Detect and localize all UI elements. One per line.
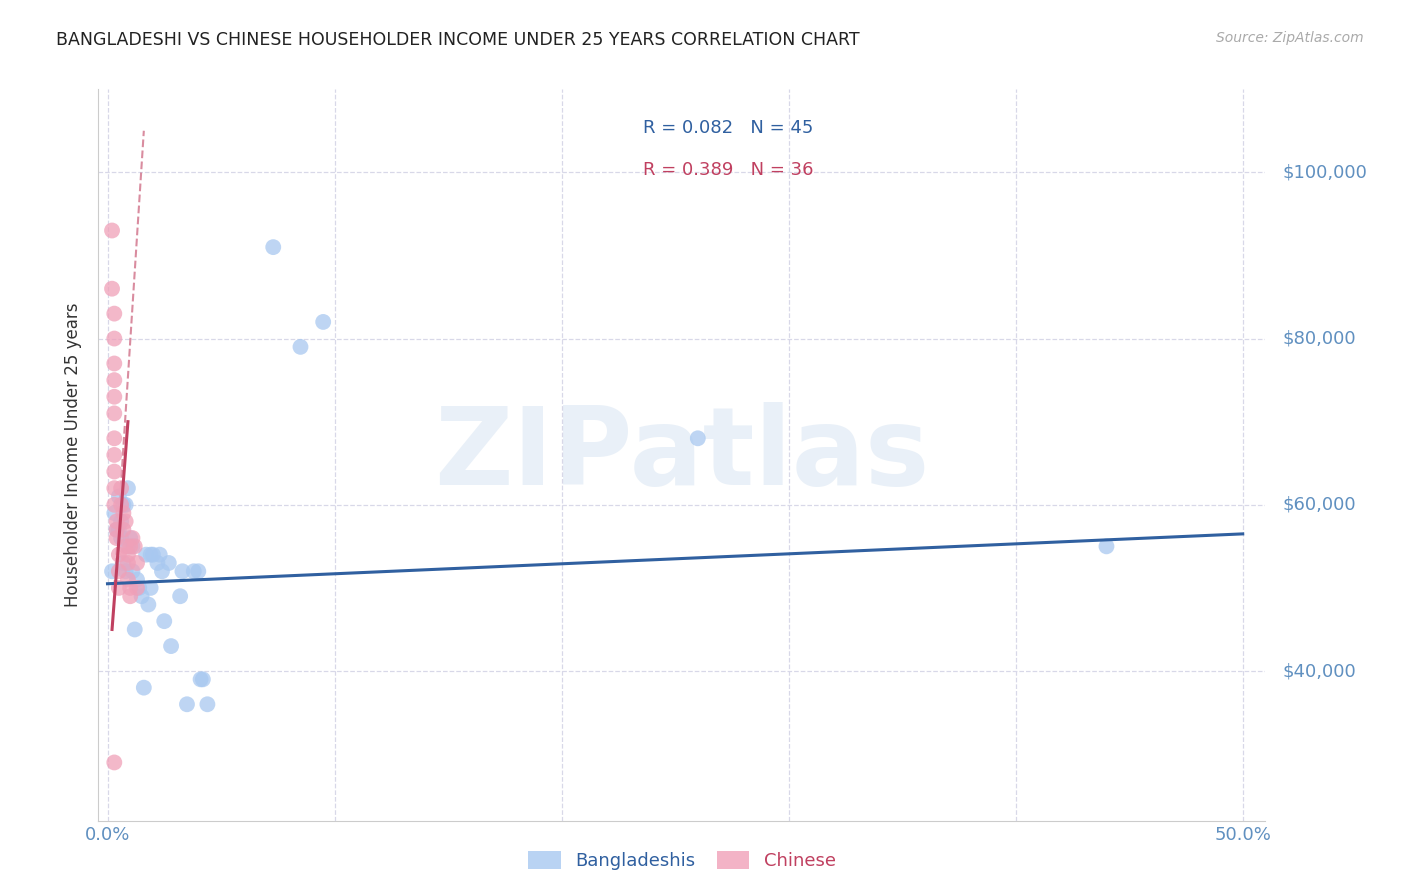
Point — [121, 539, 143, 553]
Point — [114, 564, 136, 578]
Point — [103, 498, 125, 512]
Point — [108, 490, 131, 504]
Point — [112, 506, 135, 520]
Point — [120, 589, 142, 603]
Text: ZIPatlas: ZIPatlas — [434, 402, 929, 508]
Point — [103, 431, 125, 445]
Point — [125, 556, 148, 570]
Point — [131, 589, 153, 603]
Point — [139, 548, 162, 562]
Point — [190, 673, 212, 687]
Point — [169, 589, 191, 603]
Point — [117, 481, 139, 495]
Point — [262, 240, 284, 254]
Point — [117, 548, 139, 562]
Point — [160, 639, 183, 653]
Point — [139, 581, 162, 595]
Point — [112, 523, 135, 537]
Point — [105, 531, 128, 545]
Point — [120, 539, 142, 553]
Point — [120, 531, 142, 545]
Point — [108, 548, 131, 562]
Point — [187, 564, 209, 578]
Point — [110, 498, 132, 512]
Point — [103, 506, 125, 520]
Point — [135, 548, 157, 562]
Point — [103, 481, 125, 495]
Text: Source: ZipAtlas.com: Source: ZipAtlas.com — [1216, 31, 1364, 45]
Point — [172, 564, 194, 578]
Point — [312, 315, 335, 329]
Text: R = 0.389   N = 36: R = 0.389 N = 36 — [644, 161, 814, 178]
Point — [121, 531, 143, 545]
Point — [103, 406, 125, 420]
Point — [157, 556, 180, 570]
Point — [110, 481, 132, 495]
Y-axis label: Householder Income Under 25 years: Householder Income Under 25 years — [65, 302, 83, 607]
Point — [114, 498, 136, 512]
Point — [110, 531, 132, 545]
Point — [149, 548, 172, 562]
Point — [105, 523, 128, 537]
Point — [103, 465, 125, 479]
Legend: Bangladeshis, Chinese: Bangladeshis, Chinese — [517, 840, 846, 881]
Point — [105, 515, 128, 529]
Point — [121, 564, 143, 578]
Point — [125, 581, 148, 595]
Point — [105, 523, 128, 537]
Point — [103, 332, 125, 346]
Point — [103, 756, 125, 770]
Point — [150, 564, 173, 578]
Text: BANGLADESHI VS CHINESE HOUSEHOLDER INCOME UNDER 25 YEARS CORRELATION CHART: BANGLADESHI VS CHINESE HOUSEHOLDER INCOM… — [56, 31, 860, 49]
Text: R = 0.082   N = 45: R = 0.082 N = 45 — [644, 119, 814, 137]
Point — [101, 223, 124, 237]
Point — [112, 556, 135, 570]
Point — [101, 564, 124, 578]
Text: $80,000: $80,000 — [1282, 329, 1355, 348]
Point — [103, 357, 125, 371]
Point — [110, 515, 132, 529]
Point — [103, 373, 125, 387]
Point — [108, 523, 131, 537]
Point — [132, 681, 155, 695]
Point — [176, 698, 198, 712]
Point — [120, 581, 142, 595]
Point — [191, 673, 214, 687]
Point — [142, 548, 165, 562]
Point — [108, 564, 131, 578]
Point — [138, 598, 160, 612]
Point — [125, 573, 148, 587]
Point — [146, 556, 169, 570]
Point — [114, 515, 136, 529]
Point — [108, 581, 131, 595]
Point — [117, 573, 139, 587]
Point — [112, 498, 135, 512]
Point — [124, 539, 146, 553]
Text: $60,000: $60,000 — [1282, 496, 1355, 514]
Point — [103, 448, 125, 462]
Text: $40,000: $40,000 — [1282, 662, 1355, 680]
Point — [103, 307, 125, 321]
Point — [128, 581, 150, 595]
Point — [686, 431, 709, 445]
Point — [124, 623, 146, 637]
Point — [117, 556, 139, 570]
Point — [197, 698, 219, 712]
Point — [114, 539, 136, 553]
Text: $100,000: $100,000 — [1282, 163, 1367, 181]
Point — [183, 564, 205, 578]
Point — [1095, 539, 1118, 553]
Point — [290, 340, 312, 354]
Point — [153, 614, 176, 628]
Point — [101, 282, 124, 296]
Point — [117, 539, 139, 553]
Point — [103, 390, 125, 404]
